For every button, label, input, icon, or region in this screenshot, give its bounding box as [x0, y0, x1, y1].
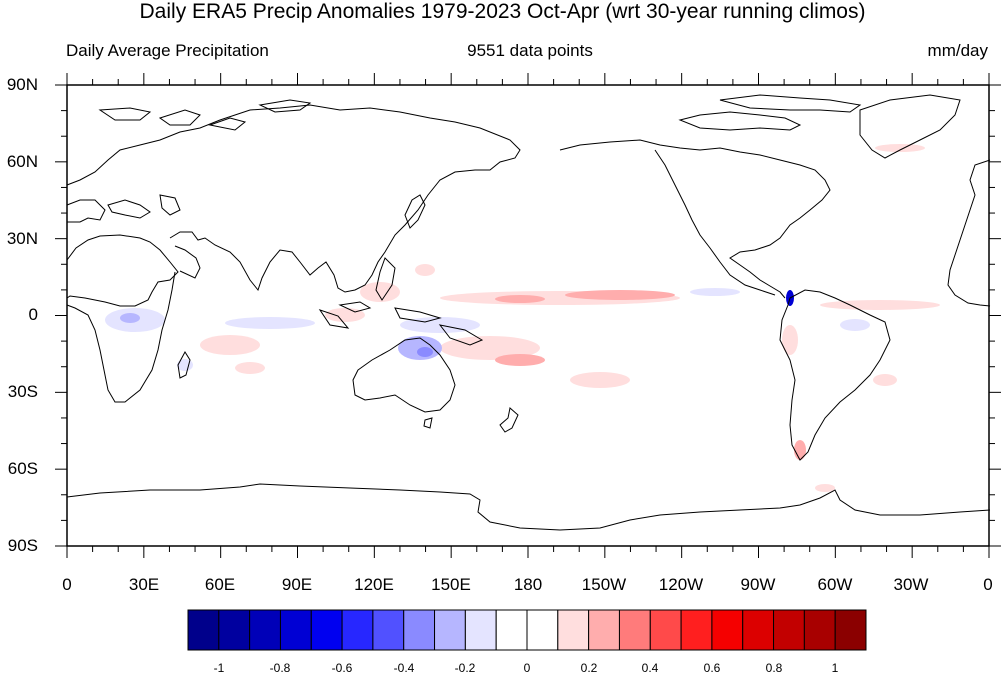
lat-label: 60N: [6, 152, 38, 171]
colorbar-label: 0: [523, 661, 531, 675]
colorbar-label: 0.4: [641, 661, 659, 675]
colorbar-label: -0.6: [331, 661, 353, 675]
colorbar-label: -0.2: [454, 661, 476, 675]
plot-title: Daily ERA5 Precip Anomalies 1979-2023 Oc…: [139, 0, 866, 23]
colorbar-label: -0.4: [393, 661, 415, 675]
colorbar-swatch: [403, 609, 436, 651]
subtitle-left: Daily Average Precipitation: [66, 41, 269, 60]
colorbar-swatch: [526, 609, 559, 651]
colorbar-label: 1: [831, 661, 839, 675]
lon-label: 60W: [817, 575, 853, 594]
colorbar-swatch: [218, 609, 251, 651]
colorbar-swatch: [464, 609, 497, 651]
colorbar-swatch: [249, 609, 281, 651]
anomaly-shading: [105, 144, 940, 492]
colorbar-swatch: [372, 609, 405, 651]
lon-label: 180: [513, 575, 543, 594]
lon-label: 120E: [354, 575, 394, 594]
lon-label: 0: [62, 575, 72, 594]
lon-label: 120W: [658, 575, 704, 594]
colorbar-swatch: [187, 609, 220, 651]
colorbar-swatch: [649, 609, 682, 651]
colorbar-swatch: [495, 609, 528, 651]
lon-label: 150E: [431, 575, 471, 594]
colorbar-swatch: [803, 609, 836, 651]
lon-label: 0: [983, 575, 993, 594]
map-frame: [66, 84, 990, 547]
colorbar-swatch: [711, 609, 744, 651]
colorbar-swatch: [773, 609, 805, 651]
colorbar-swatch: [557, 609, 590, 651]
colorbar-swatch: [618, 609, 651, 651]
lon-label: 90E: [281, 575, 313, 594]
lat-label: 90N: [6, 75, 38, 94]
colorbar-swatch: [834, 609, 867, 651]
colorbar-swatch: [588, 609, 620, 651]
subtitle-center: 9551 data points: [467, 41, 593, 60]
colorbar-swatch: [434, 609, 466, 651]
colorbar-swatch: [680, 609, 713, 651]
colorbar-swatch: [279, 609, 312, 651]
colorbar: [187, 609, 867, 651]
lon-label: 60E: [204, 575, 236, 594]
lon-label: 30W: [893, 575, 929, 594]
lat-label: 30S: [7, 382, 38, 401]
colorbar-label: -1: [213, 661, 225, 675]
subtitle-units: mm/day: [927, 41, 988, 60]
colorbar-swatch: [341, 609, 374, 651]
lon-label: 150W: [581, 575, 627, 594]
lat-label: 0: [28, 305, 38, 324]
colorbar-label: -0.8: [269, 661, 291, 675]
colorbar-swatch: [310, 609, 343, 651]
coastlines: [66, 94, 991, 531]
colorbar-label: 0.6: [703, 661, 721, 675]
lon-label: 90W: [740, 575, 776, 594]
lat-label: 90S: [7, 536, 38, 555]
axis-ticks: [55, 73, 1001, 558]
colorbar-swatch: [742, 609, 775, 651]
colorbar-label: 0.8: [765, 661, 783, 675]
lat-label: 60S: [7, 459, 38, 478]
colorbar-label: 0.2: [580, 661, 598, 675]
lat-label: 30N: [6, 229, 38, 248]
lon-label: 30E: [128, 575, 160, 594]
